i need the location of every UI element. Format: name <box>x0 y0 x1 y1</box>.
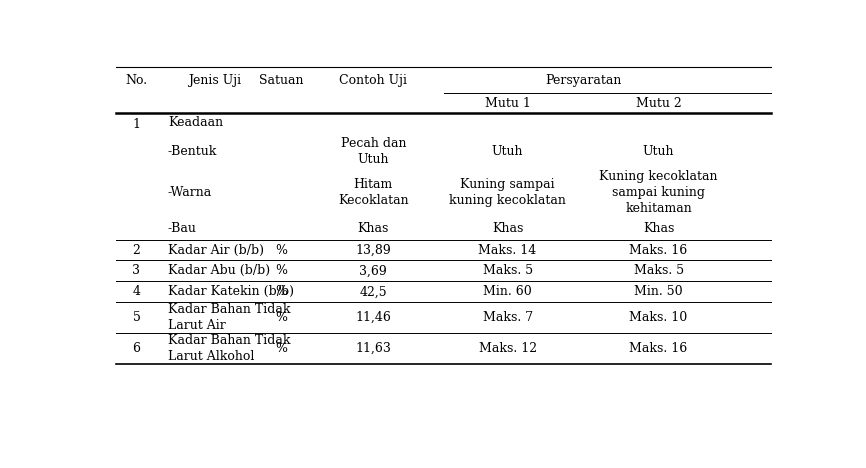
Text: Jenis Uji: Jenis Uji <box>188 74 241 87</box>
Text: Min. 60: Min. 60 <box>483 285 532 298</box>
Text: 5: 5 <box>132 311 140 324</box>
Text: Maks. 5: Maks. 5 <box>482 264 533 278</box>
Text: Keadaan: Keadaan <box>168 116 223 129</box>
Text: -Warna: -Warna <box>168 185 212 198</box>
Text: Kuning sampai
kuning kecoklatan: Kuning sampai kuning kecoklatan <box>449 177 566 206</box>
Text: -Bau: -Bau <box>168 222 197 235</box>
Text: Hitam
Kecoklatan: Hitam Kecoklatan <box>338 177 409 206</box>
Text: Kadar Abu (b/b): Kadar Abu (b/b) <box>168 264 270 278</box>
Text: Maks. 12: Maks. 12 <box>479 342 537 355</box>
Text: Persyaratan: Persyaratan <box>545 74 621 87</box>
Text: Khas: Khas <box>643 222 675 235</box>
Text: Mutu 1: Mutu 1 <box>485 96 531 110</box>
Text: -Bentuk: -Bentuk <box>168 145 217 158</box>
Text: Khas: Khas <box>358 222 389 235</box>
Text: Kuning kecoklatan
sampai kuning
kehitaman: Kuning kecoklatan sampai kuning kehitama… <box>599 169 718 214</box>
Text: 1: 1 <box>132 118 140 131</box>
Text: Utuh: Utuh <box>492 145 523 158</box>
Text: %: % <box>275 285 288 298</box>
Text: Kadar Bahan Tidak
Larut Air: Kadar Bahan Tidak Larut Air <box>168 303 290 332</box>
Text: Maks. 7: Maks. 7 <box>482 311 533 324</box>
Text: Maks. 16: Maks. 16 <box>630 342 688 355</box>
Text: 11,63: 11,63 <box>355 342 391 355</box>
Text: Khas: Khas <box>492 222 523 235</box>
Text: Satuan: Satuan <box>259 74 304 87</box>
Text: 11,46: 11,46 <box>355 311 391 324</box>
Text: Maks. 14: Maks. 14 <box>478 243 537 256</box>
Text: Mutu 2: Mutu 2 <box>636 96 682 110</box>
Text: 3: 3 <box>132 264 140 278</box>
Text: Min. 50: Min. 50 <box>634 285 683 298</box>
Text: Kadar Katekin (b/b): Kadar Katekin (b/b) <box>168 285 294 298</box>
Text: %: % <box>275 311 288 324</box>
Text: Maks. 5: Maks. 5 <box>634 264 683 278</box>
Text: 3,69: 3,69 <box>359 264 387 278</box>
Text: Contoh Uji: Contoh Uji <box>339 74 407 87</box>
Text: Maks. 10: Maks. 10 <box>630 311 688 324</box>
Text: %: % <box>275 342 288 355</box>
Text: 6: 6 <box>132 342 140 355</box>
Text: No.: No. <box>126 74 147 87</box>
Text: %: % <box>275 264 288 278</box>
Text: 4: 4 <box>132 285 140 298</box>
Text: Kadar Bahan Tidak
Larut Alkohol: Kadar Bahan Tidak Larut Alkohol <box>168 334 290 363</box>
Text: 13,89: 13,89 <box>355 243 391 256</box>
Text: Kadar Air (b/b): Kadar Air (b/b) <box>168 243 264 256</box>
Text: Pecah dan
Utuh: Pecah dan Utuh <box>340 137 406 166</box>
Text: Maks. 16: Maks. 16 <box>630 243 688 256</box>
Text: 42,5: 42,5 <box>359 285 387 298</box>
Text: Utuh: Utuh <box>643 145 675 158</box>
Text: %: % <box>275 243 288 256</box>
Text: 2: 2 <box>132 243 140 256</box>
